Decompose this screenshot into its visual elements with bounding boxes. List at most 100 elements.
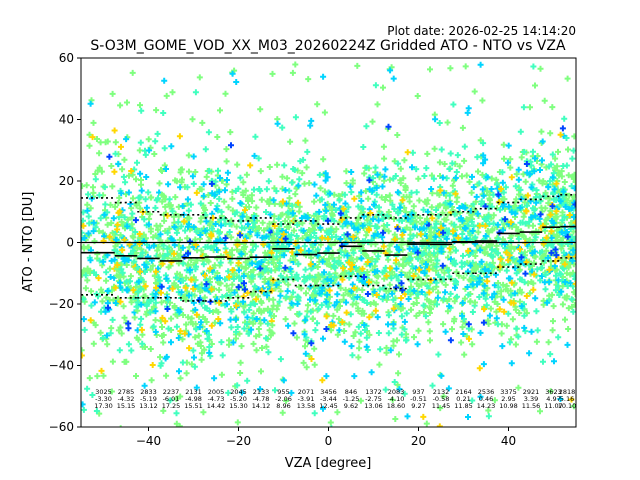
scatter-marker-path — [338, 195, 358, 326]
scatter-marker-path — [81, 176, 118, 414]
scatter-bin-group — [426, 65, 455, 427]
bin-stat-label: 15.30 — [229, 402, 248, 410]
scatter-marker-path — [496, 174, 517, 315]
x-tick-label: −20 — [226, 434, 251, 448]
scatter-marker-path — [125, 217, 139, 332]
bin-stat-label: 2.95 — [501, 395, 515, 403]
bin-stat-label: 2237 — [163, 388, 180, 396]
bin-stat-label: 11.85 — [454, 402, 473, 410]
scatter-marker-path — [225, 67, 253, 426]
bin-stat-label: -3.30 — [95, 395, 112, 403]
bin-stat-label: 2785 — [118, 388, 135, 396]
bin-stat-label: -1.25 — [343, 395, 360, 403]
scatter-marker-path — [449, 101, 478, 404]
bin-stat-label: 3025 — [95, 388, 112, 396]
scatter-marker-path — [247, 162, 275, 427]
scatter-marker-path — [426, 65, 455, 412]
bin-stat-label: 0.46 — [479, 395, 493, 403]
scatter-marker-path — [414, 222, 432, 256]
scatter-marker-path — [495, 191, 509, 236]
scatter-marker-path — [181, 238, 203, 303]
bin-stat-label: 14.42 — [207, 402, 226, 410]
bin-stat-label: -0.51 — [410, 395, 427, 403]
bin-stat-label: 12.45 — [319, 402, 338, 410]
scatter-marker-path — [308, 340, 315, 347]
bin-stat-label: 17.30 — [94, 402, 113, 410]
axis-ticks-layer: −40 −20 0 20 40 −60 −40 −20 0 20 40 60 — [49, 51, 516, 448]
x-tick-label: 40 — [501, 434, 516, 448]
bin-stat-label: -4.98 — [185, 395, 202, 403]
bin-stat-label: 2164 — [455, 388, 472, 396]
x-tick-label: 20 — [411, 434, 426, 448]
bin-stat-label: -3.44 — [320, 395, 337, 403]
scatter-marker-path — [494, 141, 523, 391]
scatter-bin-group — [471, 61, 501, 420]
y-tick-label: 20 — [59, 174, 74, 188]
y-tick-label: 60 — [59, 51, 74, 65]
bin-stat-label: 14.23 — [477, 402, 496, 410]
bin-stat-label: -5.20 — [230, 395, 247, 403]
bin-stat-label: 14.12 — [252, 402, 271, 410]
scatter-bin-group — [179, 74, 208, 416]
scatter-marker-path — [361, 177, 387, 297]
scatter-marker-path — [385, 123, 406, 294]
scatter-marker-path — [158, 283, 171, 312]
scatter-bin-group — [201, 90, 231, 382]
bin-stat-label: 2131 — [185, 388, 202, 396]
scatter-marker-path — [282, 235, 297, 337]
scatter-bin-group — [269, 69, 298, 416]
scatter-marker-path — [228, 142, 248, 293]
bin-stat-label: 15.51 — [184, 402, 203, 410]
bin-stat-label: -2.75 — [365, 395, 382, 403]
bin-stat-label: 11.45 — [432, 402, 451, 410]
y-axis-label: ATO - NTO [DU] — [21, 192, 36, 293]
scatter-marker-path — [476, 222, 491, 372]
scatter-marker-path — [471, 97, 501, 414]
scatter-bin-group — [337, 62, 365, 404]
scatter-marker-path — [517, 63, 546, 335]
bin-stat-label: 2071 — [298, 388, 315, 396]
bin-stat-label: -4.73 — [208, 395, 225, 403]
scatter-bin-group — [224, 67, 253, 426]
x-axis-label: VZA [degree] — [285, 456, 372, 471]
y-tick-label: −20 — [49, 297, 74, 311]
bin-stat-label: 9.62 — [344, 402, 358, 410]
bin-stat-label: 18.60 — [387, 402, 406, 410]
bin-stat-label: 0.21 — [456, 395, 470, 403]
bin-stat-label: 846 — [345, 388, 357, 396]
scatter-marker-path — [516, 155, 545, 357]
plot-date-label: Plot date: 2026-02-25 14:14:20 — [387, 24, 576, 38]
bin-stat-label: 13.12 — [139, 402, 158, 410]
bin-stat-label: 4.97 — [546, 395, 560, 403]
scatter-marker-path — [337, 210, 351, 249]
scatter-marker-path — [472, 61, 500, 400]
bin-stat-label: 13.58 — [297, 402, 316, 410]
bin-stat-label: -0.58 — [433, 395, 450, 403]
bin-stat-label: 2132 — [433, 388, 450, 396]
scatter-marker-path — [465, 321, 472, 328]
scatter-marker-path — [158, 133, 184, 335]
scatter-marker-path — [518, 161, 544, 277]
scatter-marker-path — [314, 73, 343, 412]
bin-stat-label: 2045 — [230, 388, 247, 396]
bin-stat-label: 10.98 — [499, 402, 518, 410]
scatter-bin-group — [539, 97, 564, 395]
scatter-marker-path — [323, 217, 331, 332]
bin-stat-label: 955 — [277, 388, 289, 396]
scatter-bin-group — [81, 90, 118, 427]
bin-stat-label: -4.32 — [118, 395, 135, 403]
scatter-marker-path — [559, 125, 576, 240]
y-tick-label: 0 — [66, 236, 74, 250]
bin-stat-label: -3.91 — [298, 395, 315, 403]
bin-stat-label: 10.10 — [558, 402, 577, 410]
scatter-marker-path — [257, 229, 275, 272]
bin-stat-label: 2833 — [140, 388, 157, 396]
bin-stat-label: 2083 — [388, 388, 405, 396]
statistic-lines-layer — [81, 194, 576, 302]
scatter-marker-path — [314, 109, 343, 426]
scatter-marker-path — [427, 187, 455, 427]
chart-title: S-O3M_GOME_VOD_XX_M03_20260224Z Gridded … — [90, 38, 566, 54]
scatter-marker-path — [314, 171, 343, 427]
bin-stat-label: 2921 — [523, 388, 540, 396]
bin-statistics-layer: 3025-3.3017.302785-4.3215.152833-5.1913.… — [94, 388, 576, 410]
